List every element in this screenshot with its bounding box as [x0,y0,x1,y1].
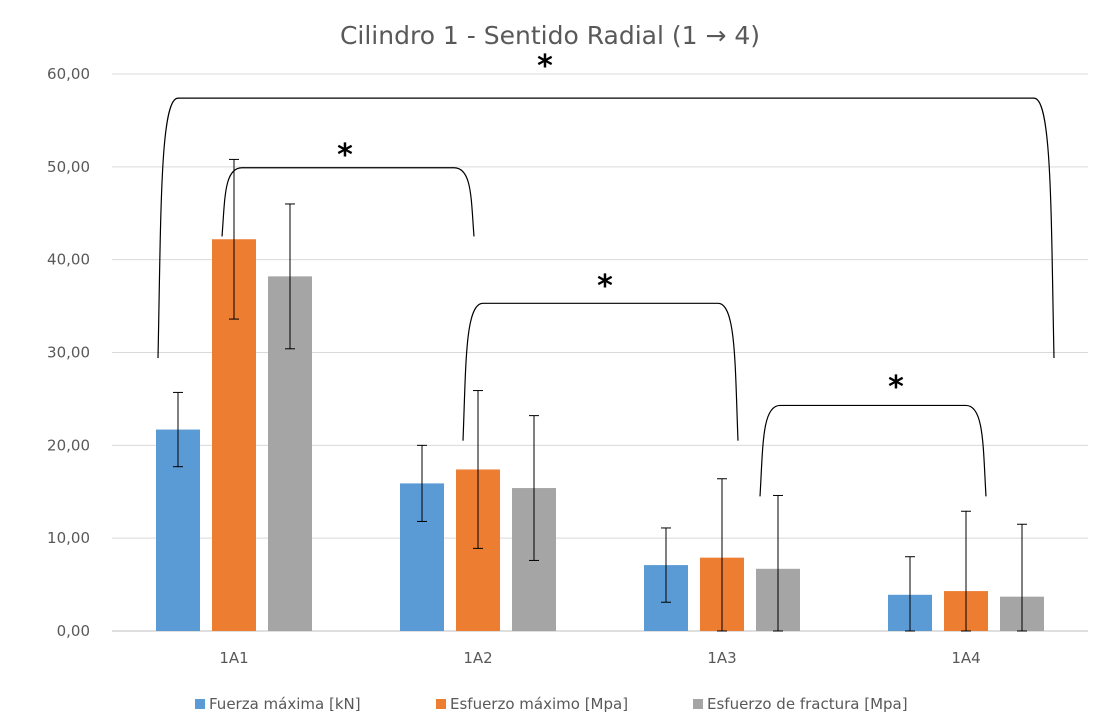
legend: Fuerza máxima [kN] Esfuerzo máximo [Mpa] E… [195,695,908,713]
legend-label: Esfuerzo de fractura [Mpa] [707,695,908,713]
y-axis: 0,00 10,00 20,00 30,00 40,00 50,00 60,00 [47,65,90,640]
significance-star: * [337,138,353,173]
legend-swatch [693,699,703,709]
y-tick-label: 40,00 [47,251,90,269]
significance-bracket [462,302,739,441]
y-tick-label: 50,00 [47,158,90,176]
y-tick-label: 0,00 [57,622,90,640]
legend-swatch [436,699,446,709]
x-tick-label: 1A2 [463,649,492,667]
y-tick-label: 20,00 [47,436,90,454]
y-tick-label: 60,00 [47,65,90,83]
y-tick-label: 30,00 [47,344,90,362]
x-tick-label: 1A3 [707,649,736,667]
significance-star: * [597,269,613,304]
legend-label: Esfuerzo máximo [Mpa] [450,695,628,713]
y-tick-label: 10,00 [47,529,90,547]
legend-label: Fuerza máxima [kN] [209,695,361,713]
significance-star: * [888,370,904,405]
chart-title: Cilindro 1 - Sentido Radial (1 → 4) [340,21,760,50]
error-bars [173,158,1027,632]
significance-bracket [157,97,1055,359]
significance-bracket [759,404,987,497]
x-tick-label: 1A4 [951,649,980,667]
significance-brackets: * * * * [157,49,1055,497]
significance-bracket [221,167,475,237]
legend-swatch [195,699,205,709]
x-tick-label: 1A1 [219,649,248,667]
gridlines [112,73,1088,632]
significance-star: * [537,49,553,84]
x-axis: 1A1 1A2 1A3 1A4 [219,649,980,667]
